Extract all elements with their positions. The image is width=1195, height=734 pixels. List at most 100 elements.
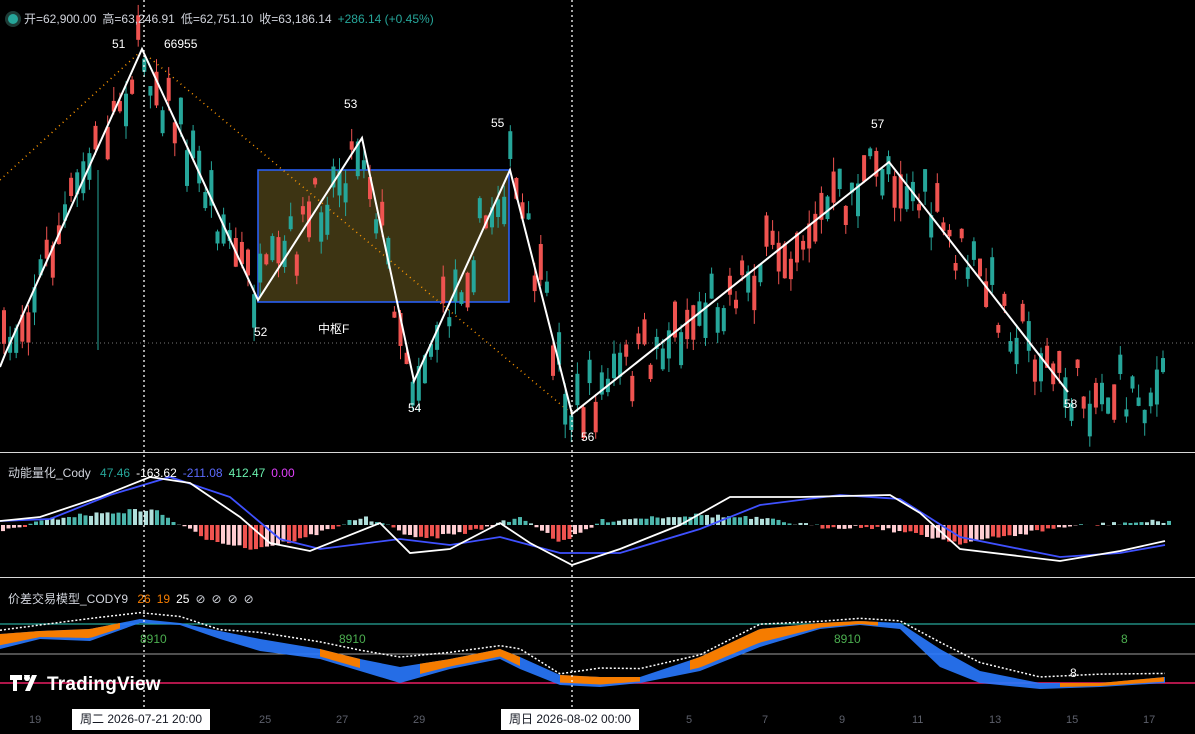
spread-model-pane[interactable]: 价差交易模型_CODY9 26 19 25 ⊘ ⊘ ⊘ ⊘ 8910 8910 8910 8… [0,579,1195,708]
candle-body [1130,376,1135,389]
candle-body [221,214,226,244]
model-value-2: 19 [156,592,171,606]
candle-body [368,177,372,200]
histogram-bar [215,525,220,543]
histogram-bar [540,525,544,531]
histogram-bar [254,525,258,550]
candle-body [612,353,616,379]
candle-body [1075,359,1080,369]
candle-body [703,302,708,338]
histogram-bar [925,525,929,537]
candle-body [1008,341,1013,352]
histogram-bar [974,525,979,541]
high-price-label: 66955 [164,37,198,51]
price-chart-pane[interactable]: 开=62,900.00 高=63,246.91 低=62,751.10 收=63,18… [0,0,1195,452]
histogram-bar [468,525,473,530]
tradingview-logo[interactable]: TradingView [10,674,161,696]
histogram-bar [1079,524,1083,525]
candle-body [185,150,189,186]
candle-body [880,169,885,196]
histogram-bar [578,525,583,533]
candle-body [685,309,690,340]
histogram-bar [661,518,665,525]
histogram-bar [771,518,775,525]
histogram-bar [699,515,704,525]
histogram-bar [765,518,770,525]
histogram-bar [100,513,104,525]
candle-body [282,240,287,268]
histogram-bar [727,516,731,525]
signal-marker: 8910 [834,632,861,646]
histogram-bar [347,519,352,525]
histogram-bar [50,517,55,525]
time-tick: 9 [839,714,846,726]
histogram-bar [914,525,918,533]
histogram-bar [320,525,324,531]
candle-body [514,177,519,199]
model-band-orange [1060,677,1164,687]
candle-body [758,264,763,283]
histogram-bar [820,525,825,529]
candle-body [996,324,1001,333]
candle-body [538,244,543,280]
candle-body [117,101,122,112]
candle-body [93,125,98,150]
candle-body [246,249,250,276]
candlestick-chart[interactable] [0,0,1195,452]
pane-divider[interactable] [0,452,1195,453]
time-tick: 25 [259,714,272,726]
histogram-bar [650,516,654,525]
candle-body [770,230,775,245]
histogram-bar [1051,525,1056,529]
open-value: 开=62,900.00 [24,12,97,26]
signal-line [0,476,1166,558]
candle-body [349,141,354,150]
histogram-bar [430,525,434,537]
histogram-bar [1128,523,1133,525]
time-axis[interactable]: 19 25 27 29 5 7 9 11 13 15 17 [0,708,1195,734]
candle-body [63,204,67,221]
candle-body [32,287,37,313]
histogram-bar [980,525,984,540]
histogram-bar [639,518,643,525]
histogram-bar [628,519,632,525]
histogram-bar [567,525,572,539]
time-tick: 7 [762,714,769,726]
signal-marker: 8 [1070,666,1077,680]
candle-body [178,97,183,125]
model-name[interactable]: 价差交易模型_CODY9 [8,592,129,606]
candle-body [343,183,348,203]
histogram-bar [127,509,132,525]
oscillator-name[interactable]: 动能量化_Cody [8,466,91,480]
histogram-bar [463,525,467,534]
histogram-bar [1150,519,1155,525]
histogram-bar [1040,525,1045,532]
histogram-bar [1024,525,1028,535]
candle-body [801,240,806,250]
histogram-bar [149,509,154,525]
pane-divider[interactable] [0,577,1195,578]
histogram-bar [963,525,968,544]
candle-body [752,275,757,311]
histogram-bar [947,525,951,542]
candle-body [941,222,946,231]
histogram-bar [710,517,715,525]
candle-body [404,352,409,365]
histogram-bar [155,510,159,525]
wave-label-58: 58 [1064,397,1078,411]
histogram-bar [611,521,616,525]
candle-body [630,375,635,402]
candle-body [795,232,799,263]
candle-body [520,202,525,219]
histogram-bar [111,513,115,525]
candle-body [660,348,665,370]
histogram-bar [622,519,627,525]
histogram-bar [160,514,165,525]
candle-body [734,299,738,309]
histogram-bar [276,525,280,545]
wave-label-51: 51 [112,37,126,51]
histogram-bar [1013,525,1017,537]
histogram-bar [369,521,374,525]
histogram-bar [969,525,973,542]
momentum-oscillator-pane[interactable]: 动能量化_Cody 47.46 -163.62 -211.08 412.47 0.00 [0,453,1195,577]
